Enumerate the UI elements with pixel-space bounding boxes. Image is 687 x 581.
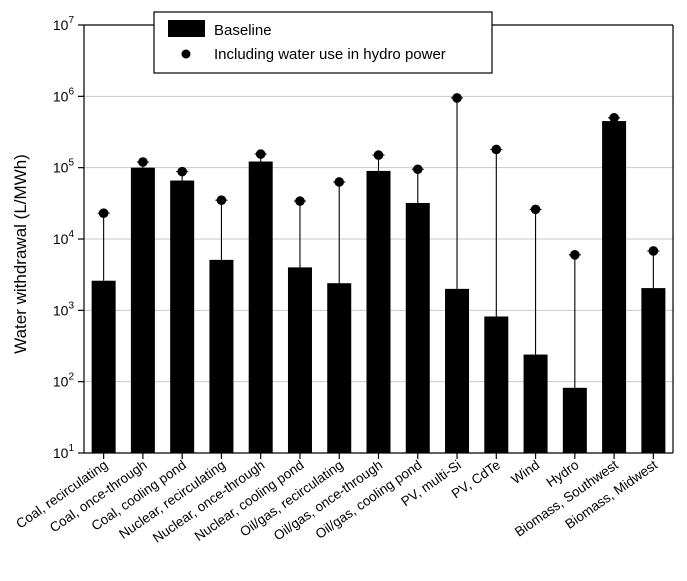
y-axis-label: Water withdrawal (L/MWh)	[11, 154, 30, 354]
y-tick-label: 101	[53, 443, 75, 461]
bar-baseline	[445, 288, 470, 453]
y-tick-label: 104	[53, 229, 75, 247]
dot-hydro	[334, 177, 345, 187]
y-ticks: 101 102 103 104 105 106 107	[53, 15, 84, 461]
y-tick-label: 103	[53, 300, 75, 318]
bar-baseline	[287, 267, 312, 453]
legend-box	[153, 11, 493, 74]
legend-swatch-baseline	[168, 20, 205, 37]
dot-hydro	[412, 164, 423, 175]
y-tick-label: 105	[53, 158, 75, 176]
dot-hydro	[373, 150, 384, 160]
bars	[91, 93, 666, 454]
legend: Baseline Including water use in hydro po…	[153, 11, 493, 74]
bar-baseline	[327, 283, 352, 453]
dot-hydro	[98, 208, 109, 218]
y-tick-label: 102	[53, 372, 75, 390]
bar-baseline	[523, 354, 548, 453]
dot-hydro	[530, 204, 541, 215]
dot-hydro	[177, 166, 187, 177]
bar-baseline	[641, 288, 666, 453]
x-tick-label: Wind	[508, 457, 542, 487]
bar-baseline	[209, 259, 234, 453]
legend-label-baseline: Baseline	[214, 22, 272, 39]
dot-hydro	[255, 149, 266, 159]
dot-hydro	[216, 195, 227, 205]
bar-baseline	[366, 170, 391, 453]
bar-baseline	[248, 161, 273, 453]
bar-baseline	[130, 167, 155, 453]
dot-hydro	[609, 113, 619, 123]
bar-baseline	[602, 121, 627, 454]
dot-hydro	[138, 157, 148, 167]
bar-baseline	[562, 387, 587, 453]
bar-baseline	[170, 180, 195, 454]
legend-marker-hydro	[181, 49, 191, 59]
dot-hydro	[295, 196, 305, 206]
bar-baseline	[484, 316, 509, 453]
dot-hydro	[452, 93, 462, 103]
legend-label-hydro: Including water use in hydro power	[214, 46, 446, 63]
dot-hydro	[491, 144, 502, 155]
dot-hydro	[648, 246, 659, 256]
dot-hydro	[570, 250, 580, 260]
y-tick-label: 106	[53, 86, 75, 104]
bar-baseline	[405, 202, 430, 453]
bar-baseline	[91, 280, 116, 453]
y-tick-label: 107	[53, 15, 75, 33]
